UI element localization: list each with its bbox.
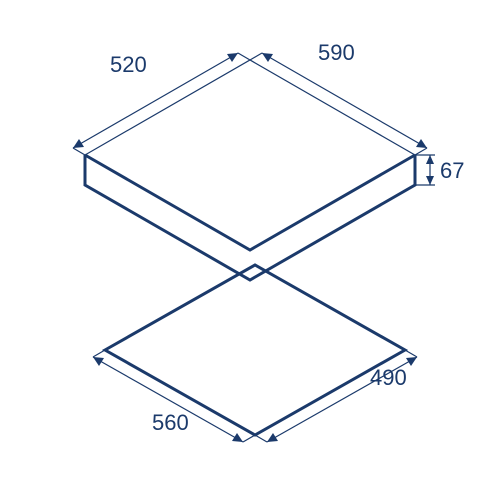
dim-cutout-depth-label: 490 bbox=[370, 365, 407, 390]
dim-height: 67 bbox=[415, 155, 464, 185]
dim-height-label: 67 bbox=[440, 158, 464, 183]
upper-solid bbox=[85, 60, 415, 280]
cutout-rectangle bbox=[105, 265, 405, 435]
dim-top-width-label: 590 bbox=[318, 40, 355, 65]
dimension-diagram: 590 520 67 560 490 bbox=[0, 0, 500, 500]
dim-top-depth: 520 bbox=[73, 52, 250, 155]
dim-top-width: 590 bbox=[250, 40, 427, 155]
dim-cutout-depth: 490 bbox=[255, 350, 417, 442]
dim-top-depth-label: 520 bbox=[110, 52, 147, 77]
dim-cutout-width: 560 bbox=[93, 350, 255, 442]
dim-cutout-width-label: 560 bbox=[152, 410, 189, 435]
